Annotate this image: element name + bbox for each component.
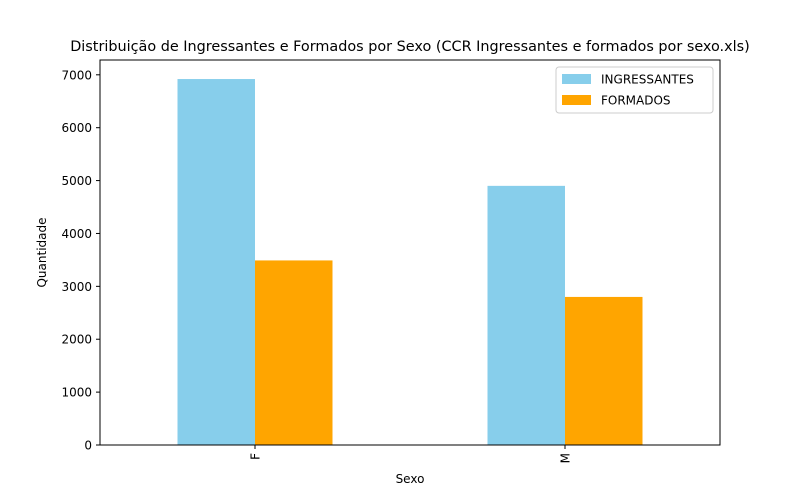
bar-ingressantes-f: [177, 79, 255, 446]
x-tick-label: F: [249, 453, 263, 460]
x-axis-label: Sexo: [396, 472, 425, 486]
y-tick-label: 3000: [61, 280, 92, 294]
y-tick-label: 0: [84, 439, 92, 453]
y-tick-label: 2000: [61, 333, 92, 347]
y-axis: 0 1000 2000 3000 4000 5000 6000 7000: [61, 68, 100, 453]
bar-ingressantes-m: [487, 185, 565, 445]
bar-formados-f: [255, 260, 333, 445]
legend-swatch-formados: [562, 95, 591, 105]
bars-group: [177, 79, 643, 446]
legend: INGRESSANTES FORMADOS: [555, 66, 714, 114]
y-tick-label: 4000: [61, 227, 92, 241]
legend-box: [555, 66, 714, 114]
legend-label-ingressantes: INGRESSANTES: [601, 73, 694, 87]
x-tick-label: M: [559, 453, 573, 463]
chart-title: Distribuição de Ingressantes e Formados …: [70, 39, 750, 55]
y-tick-label: 1000: [61, 386, 92, 400]
legend-swatch-ingressantes: [562, 74, 591, 84]
legend-label-formados: FORMADOS: [601, 94, 671, 108]
y-tick-label: 7000: [61, 68, 92, 82]
y-tick-label: 5000: [61, 174, 92, 188]
bar-formados-m: [565, 296, 643, 445]
plot-frame: [99, 59, 721, 446]
y-tick-label: 6000: [61, 121, 92, 135]
y-axis-label: Quantidade: [35, 217, 49, 287]
